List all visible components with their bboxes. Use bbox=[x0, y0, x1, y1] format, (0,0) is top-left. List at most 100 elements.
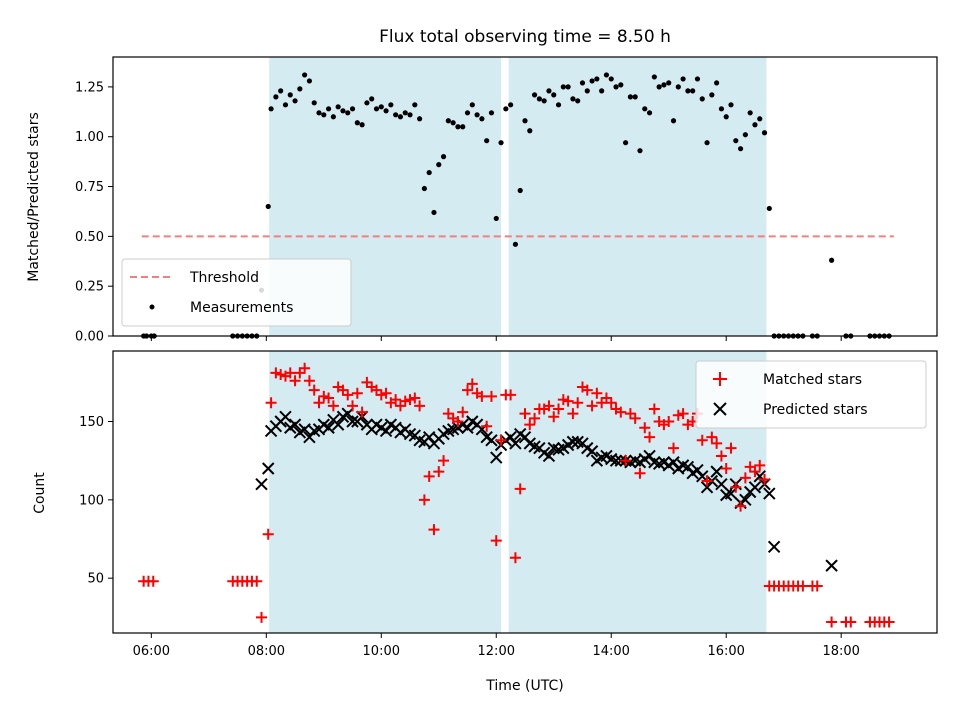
measurement-point bbox=[728, 102, 734, 108]
bottom-legend: Matched stars Predicted stars bbox=[695, 360, 927, 429]
measurement-point bbox=[469, 102, 475, 108]
measurement-point bbox=[579, 80, 586, 86]
predicted-star-point bbox=[825, 559, 838, 572]
matched-star-point bbox=[490, 535, 502, 547]
predicted-star-point bbox=[298, 423, 311, 436]
matched-star-point bbox=[567, 408, 579, 420]
matched-star-point bbox=[615, 406, 627, 418]
measurement-point bbox=[364, 100, 370, 106]
measurement-point bbox=[651, 74, 657, 80]
predicted-star-point bbox=[566, 435, 580, 449]
x-tick-label: 12:00 bbox=[478, 644, 515, 659]
predicted-star-point bbox=[643, 449, 656, 463]
measurement-point bbox=[369, 96, 375, 102]
matched-star-point bbox=[826, 616, 838, 628]
matched-star-point bbox=[390, 394, 402, 406]
measurement-point bbox=[297, 86, 303, 92]
x-tick-label: 08:00 bbox=[248, 644, 285, 659]
predicted-star-point bbox=[485, 434, 498, 447]
measurement-point bbox=[517, 187, 523, 194]
x-tick-label: 06:00 bbox=[133, 644, 170, 659]
measurement-point bbox=[268, 106, 274, 112]
matched-star-point bbox=[620, 455, 632, 467]
matched-star-point bbox=[275, 369, 287, 380]
matched-star-point bbox=[519, 408, 531, 420]
measurement-point bbox=[829, 257, 835, 263]
measurement-point bbox=[503, 106, 509, 112]
predicted-star-point bbox=[724, 487, 738, 500]
x-tick-label: 18:00 bbox=[822, 644, 859, 659]
predicted-star-point bbox=[748, 481, 762, 494]
top-y-tick-label: 0.25 bbox=[75, 280, 104, 295]
measurement-point bbox=[426, 169, 432, 176]
measurement-point bbox=[584, 88, 590, 94]
measurement-point bbox=[766, 205, 772, 212]
predicted-star-point bbox=[518, 430, 532, 444]
x-tick-label: 10:00 bbox=[363, 644, 400, 659]
matched-star-point bbox=[883, 616, 895, 628]
measurement-point bbox=[623, 140, 629, 146]
measurement-point bbox=[325, 106, 332, 112]
measurement-point bbox=[536, 96, 542, 102]
matched-star-point bbox=[811, 580, 823, 592]
legend-predicted-label: Predicted stars bbox=[763, 402, 868, 418]
measurement-point bbox=[436, 162, 442, 168]
measurement-point bbox=[613, 84, 619, 90]
matched-star-point bbox=[711, 437, 723, 449]
x-tick-label: 16:00 bbox=[707, 644, 744, 659]
measurement-point bbox=[484, 138, 490, 144]
matched-star-point bbox=[438, 455, 450, 467]
predicted-star-point bbox=[667, 456, 680, 469]
matched-star-point bbox=[495, 434, 507, 446]
matched-star-point bbox=[457, 406, 469, 418]
measurement-point bbox=[527, 128, 533, 134]
predicted-star-point bbox=[322, 421, 335, 434]
measurement-point bbox=[311, 100, 317, 106]
matched-star-point bbox=[452, 416, 464, 427]
matched-star-point bbox=[313, 397, 325, 409]
matched-star-point bbox=[730, 481, 742, 493]
measurement-point bbox=[402, 110, 408, 116]
measurement-point bbox=[474, 112, 480, 118]
matched-star-point bbox=[347, 400, 359, 412]
matched-star-point bbox=[596, 397, 608, 409]
measurement-point bbox=[388, 102, 394, 108]
measurement-point bbox=[292, 98, 298, 104]
matched-star-point bbox=[428, 524, 440, 536]
top-y-tick-label: 0.50 bbox=[75, 230, 104, 245]
matched-star-point bbox=[759, 473, 771, 485]
matched-star-point bbox=[380, 387, 392, 399]
matched-star-point bbox=[337, 384, 349, 396]
matched-star-point bbox=[605, 397, 617, 409]
matched-star-point bbox=[370, 384, 382, 396]
matched-star-point bbox=[754, 459, 766, 471]
predicted-star-point bbox=[504, 430, 517, 444]
matched-star-point bbox=[663, 416, 675, 427]
measurement-point bbox=[488, 110, 495, 116]
matched-star-point bbox=[644, 431, 656, 443]
predicted-legend-swatch bbox=[713, 402, 727, 416]
matched-star-point bbox=[442, 408, 454, 420]
measurement-point bbox=[421, 185, 427, 192]
measurement-point bbox=[551, 92, 557, 98]
matched-star-point bbox=[553, 403, 565, 415]
matched-star-point bbox=[505, 389, 517, 401]
predicted-star-point bbox=[700, 481, 714, 494]
matched-star-point bbox=[375, 389, 387, 401]
measurement-point bbox=[306, 78, 313, 84]
matched-star-point bbox=[509, 552, 521, 564]
measurement-point bbox=[349, 106, 356, 112]
top-y-tick-label: 1.00 bbox=[75, 130, 104, 145]
matched-star-point bbox=[735, 500, 747, 512]
legend-measurements-label: Measurements bbox=[190, 300, 293, 316]
matched-star-point bbox=[677, 408, 689, 420]
predicted-star-point bbox=[715, 477, 728, 491]
measurement-point bbox=[273, 94, 279, 100]
matched-star-point bbox=[294, 367, 306, 379]
measurement-point bbox=[627, 94, 633, 100]
measurement-point bbox=[685, 88, 691, 94]
predicted-star-point bbox=[279, 410, 292, 424]
measurement-point bbox=[723, 114, 729, 120]
matched-star-point bbox=[414, 400, 426, 412]
